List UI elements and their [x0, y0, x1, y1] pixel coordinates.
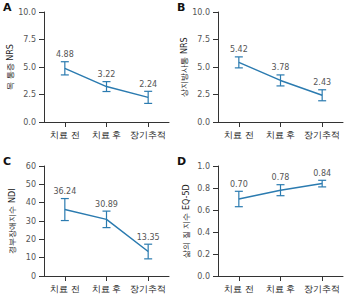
svg-text:40: 40 [26, 198, 36, 207]
svg-text:0.2: 0.2 [197, 250, 210, 259]
svg-text:3.22: 3.22 [98, 70, 116, 79]
svg-text:5.0: 5.0 [23, 63, 36, 72]
svg-text:장기추적: 장기추적 [130, 284, 166, 294]
svg-text:치료 전: 치료 전 [224, 284, 254, 294]
svg-text:B: B [177, 1, 185, 14]
svg-text:치료 후: 치료 후 [266, 130, 296, 140]
svg-text:7.5: 7.5 [197, 35, 210, 44]
svg-text:0.6: 0.6 [197, 206, 210, 215]
svg-text:A: A [3, 1, 12, 14]
svg-text:0.4: 0.4 [197, 228, 210, 237]
svg-text:7.5: 7.5 [23, 35, 36, 44]
svg-text:0.0: 0.0 [197, 272, 210, 281]
svg-text:0.78: 0.78 [272, 173, 290, 182]
svg-text:5.0: 5.0 [197, 63, 210, 72]
svg-text:50: 50 [26, 180, 36, 189]
svg-text:2.5: 2.5 [197, 90, 210, 99]
svg-text:36.24: 36.24 [53, 187, 76, 196]
svg-text:2.43: 2.43 [313, 78, 331, 87]
svg-text:3.78: 3.78 [272, 63, 290, 72]
svg-text:경부장애지수 NDI: 경부장애지수 NDI [8, 188, 17, 253]
svg-text:10.0: 10.0 [192, 8, 210, 17]
svg-text:5.42: 5.42 [230, 45, 248, 54]
svg-text:장기추적: 장기추적 [304, 130, 340, 140]
svg-text:2.24: 2.24 [139, 80, 157, 89]
svg-text:30.89: 30.89 [95, 200, 118, 209]
svg-text:장기추적: 장기추적 [130, 130, 166, 140]
svg-text:목 통증 NRS: 목 통증 NRS [6, 44, 15, 90]
svg-text:치료 전: 치료 전 [224, 130, 254, 140]
svg-text:4.88: 4.88 [56, 50, 74, 59]
svg-text:D: D [177, 155, 186, 168]
svg-text:치료 후: 치료 후 [266, 284, 296, 294]
svg-text:0.70: 0.70 [230, 180, 248, 189]
svg-text:상지방사통 NRS: 상지방사통 NRS [180, 37, 189, 96]
svg-text:10: 10 [26, 253, 36, 262]
svg-text:1.0: 1.0 [197, 162, 210, 171]
svg-text:30: 30 [26, 217, 36, 226]
svg-text:60: 60 [26, 162, 36, 171]
svg-text:삶의 질 지수 EQ-5D: 삶의 질 지수 EQ-5D [182, 184, 191, 257]
svg-text:치료 전: 치료 전 [50, 284, 80, 294]
svg-text:치료 후: 치료 후 [92, 130, 122, 140]
svg-text:0.0: 0.0 [197, 118, 210, 127]
svg-text:0.84: 0.84 [313, 169, 331, 178]
svg-text:C: C [3, 155, 11, 168]
svg-text:0.8: 0.8 [197, 184, 210, 193]
svg-text:0.0: 0.0 [23, 118, 36, 127]
svg-text:치료 후: 치료 후 [92, 284, 122, 294]
svg-text:2.5: 2.5 [23, 90, 36, 99]
svg-text:13.35: 13.35 [137, 233, 160, 242]
svg-text:10.0: 10.0 [18, 8, 36, 17]
svg-text:20: 20 [26, 235, 36, 244]
svg-text:장기추적: 장기추적 [304, 284, 340, 294]
svg-text:0: 0 [31, 272, 36, 281]
svg-text:치료 전: 치료 전 [50, 130, 80, 140]
